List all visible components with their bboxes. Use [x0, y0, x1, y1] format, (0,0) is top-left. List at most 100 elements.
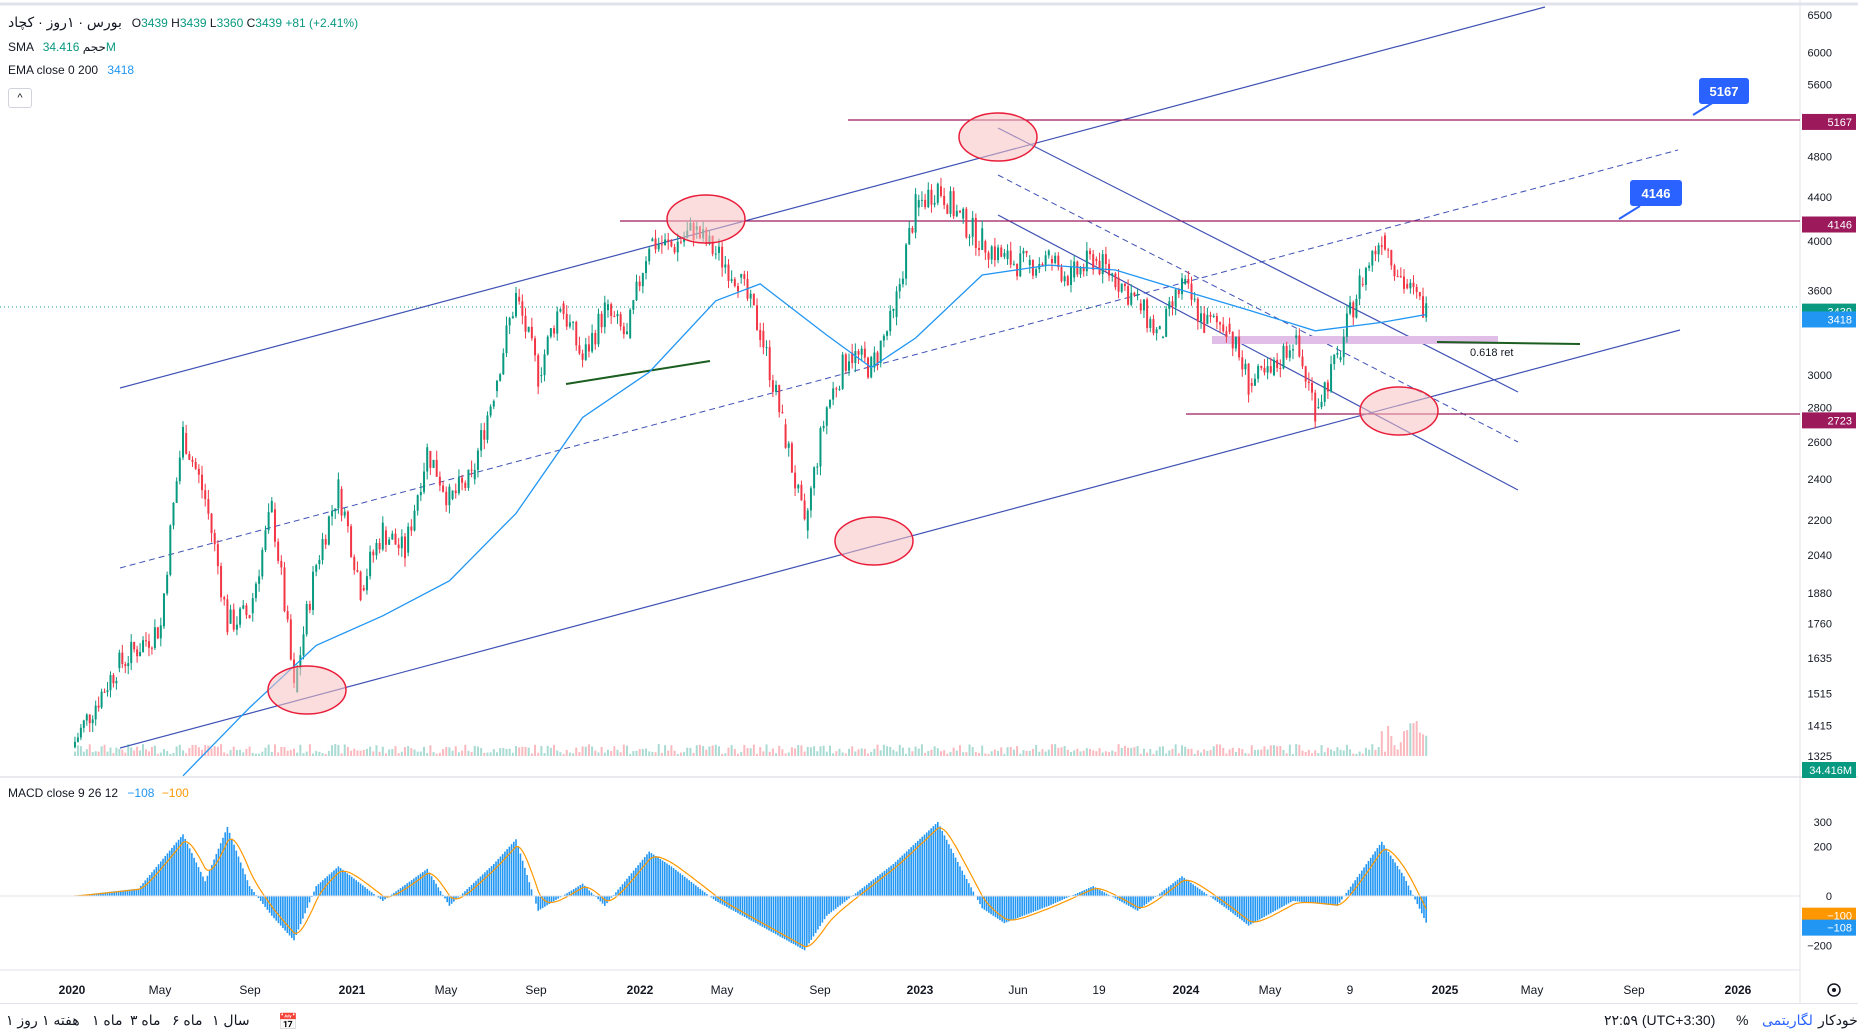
macd-bar [106, 892, 109, 896]
percent-toggle[interactable]: % [1736, 1012, 1749, 1028]
macd-bar [1345, 893, 1348, 896]
time-axis[interactable]: 2020 May Sep 2021 May Sep 2022 May Sep 2023 Jun 19 2… [59, 983, 1752, 997]
price-axis[interactable]: 6500600056004800440040003600300028002600… [1808, 10, 1832, 763]
timeframe-6m[interactable]: ماه ۶ [172, 1012, 203, 1028]
volume-bar [1342, 750, 1345, 756]
macd-bar [1372, 854, 1374, 896]
volume-bar [1272, 745, 1275, 756]
volume-bar [1190, 748, 1193, 756]
macd-bar [692, 883, 695, 896]
desc-channel-mid[interactable] [997, 174, 1519, 443]
volume-bar [1047, 749, 1050, 756]
volume-label: SMA حجم [8, 40, 106, 54]
candle-body [993, 246, 996, 261]
candle-body [790, 443, 793, 473]
fib-zone[interactable] [1212, 336, 1498, 344]
macd-bar [251, 889, 253, 896]
symbol-legend[interactable]: بورس · ۱روز · کچاد O3439 H3439 L3360 C34… [8, 14, 358, 31]
macd-bar [626, 878, 628, 896]
volume-bar [717, 746, 720, 756]
macd-bar [954, 857, 957, 896]
timeframe-3m[interactable]: ماه ۳ [130, 1012, 161, 1028]
time-tick-label: 2023 [907, 983, 934, 997]
macd-bar [262, 896, 264, 904]
macd-bar [1361, 870, 1363, 896]
macd-bar [879, 874, 881, 896]
highlight-circle-2024-bottom[interactable] [1359, 386, 1439, 436]
timeframe-1d[interactable]: روز ۱ [6, 1012, 38, 1028]
timeframe-1w[interactable]: هفته ۱ [42, 1012, 80, 1028]
candle-body [188, 453, 191, 460]
candle-body [305, 604, 308, 635]
candle-body [908, 228, 911, 245]
callout-4146[interactable]: 4146 [1618, 180, 1682, 220]
candle-body [1215, 315, 1218, 323]
price-tick-label: 1515 [1808, 689, 1832, 701]
macd-bar [606, 896, 608, 904]
ema-legend[interactable]: EMA close 0 200 3418 [8, 63, 134, 77]
volume-bar [1234, 751, 1237, 756]
volume-bar [1006, 747, 1009, 756]
macd-bar [837, 896, 839, 908]
volume-bar [895, 751, 898, 756]
candle-body [1364, 268, 1367, 285]
volume-bar [1323, 752, 1326, 756]
timeframe-1m[interactable]: ماه ۱ [92, 1012, 123, 1028]
volume-legend[interactable]: SMA حجم 34.416M [8, 40, 116, 54]
macd-bar [1079, 892, 1081, 896]
volume-bar [324, 753, 327, 756]
support-line-recent[interactable] [1436, 341, 1581, 345]
chevron-up-icon[interactable]: ^ [8, 88, 32, 108]
candle-body [1345, 313, 1348, 337]
callout-5167[interactable]: 5167 [1692, 78, 1749, 116]
volume-bar [870, 751, 873, 756]
desc-channel-lower[interactable] [997, 214, 1519, 491]
volume-bar [299, 744, 302, 756]
timeframe-1y[interactable]: سال ۱ [212, 1012, 250, 1028]
desc-channel-upper[interactable] [997, 127, 1519, 393]
candle-body [914, 194, 917, 233]
macd-bar [1407, 885, 1410, 896]
macd-bar [757, 896, 759, 925]
macd-bar [976, 896, 979, 900]
macd-bar [421, 872, 424, 896]
macd-bar [1247, 896, 1250, 926]
channel-mid-line[interactable] [119, 149, 1679, 569]
volume-bar [990, 751, 993, 756]
macd-bar [197, 867, 200, 896]
clock-label[interactable]: ۲۲:۵۹ (UTC+3:30) [1604, 1012, 1716, 1028]
callout-5167-text: 5167 [1710, 84, 1739, 99]
volume-bar [936, 748, 939, 756]
macd-bar [510, 844, 513, 896]
volume-bar [1095, 751, 1098, 756]
volume-bar [258, 753, 261, 756]
highlight-circle-2022-bottom[interactable] [834, 516, 914, 566]
macd-histogram [73, 822, 1427, 951]
gear-icon[interactable] [1827, 983, 1841, 997]
macd-bar [228, 832, 231, 896]
volume-bar [959, 745, 961, 756]
candle-body [537, 355, 540, 387]
volume-bar [1219, 744, 1222, 756]
macd-bar [515, 839, 517, 896]
highlight-circle-2022-top[interactable] [666, 194, 746, 244]
candle-body [562, 303, 565, 314]
macd-bar [819, 896, 821, 927]
highlight-circle-2023-top[interactable] [958, 112, 1038, 162]
candle-body [952, 191, 955, 217]
calendar-arrow-icon[interactable]: 📅 [278, 1014, 298, 1031]
macd-legend[interactable]: MACD close 9 26 12 −108 −100 [8, 786, 189, 800]
auto-toggle[interactable]: خودکار [1818, 1012, 1858, 1028]
candle-body [97, 705, 100, 708]
macd-bar [413, 878, 415, 896]
support-line-2021[interactable] [565, 360, 711, 385]
log-toggle[interactable]: لگاریتمی [1762, 1012, 1813, 1028]
macd-bar [550, 896, 553, 903]
channel-upper-line[interactable] [119, 6, 1546, 389]
candle-body [337, 479, 340, 509]
highlight-circle-2020[interactable] [267, 665, 347, 715]
candle-body [1257, 365, 1260, 379]
macd-bar [473, 882, 475, 896]
